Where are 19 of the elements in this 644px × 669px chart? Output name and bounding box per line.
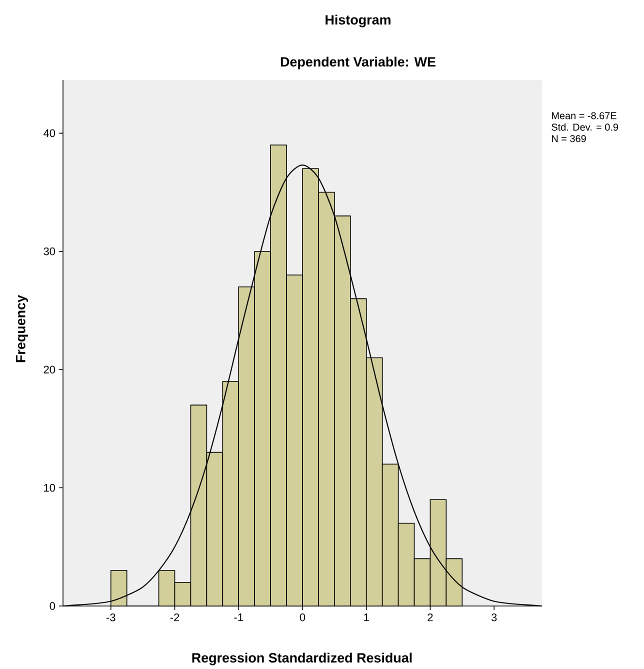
x-tick-label: -3 [106, 614, 116, 622]
text: Std. Dev. = 0.9 [552, 123, 618, 131]
x-tick-label: 1 [364, 614, 369, 622]
x-tick-label: 2 [428, 614, 433, 622]
x-axis-title: Regression Standardized Residual [192, 652, 412, 666]
x-tick-label: -1 [234, 614, 243, 622]
y-tick-label: 30 [44, 248, 56, 256]
y-tick-label: 40 [44, 129, 56, 138]
x-tick-label: -2 [170, 614, 180, 622]
text: N = 369 [552, 135, 586, 142]
x-tick-label: 0 [300, 614, 306, 622]
chart-title: Histogram [326, 14, 390, 28]
y-axis-title: Frequency [16, 295, 28, 362]
y-tick-label: 20 [44, 366, 56, 374]
x-tick-label: 3 [491, 614, 497, 622]
y-tick-label: 10 [44, 484, 56, 492]
text: Mean = -8.67E [552, 112, 616, 120]
chart-subtitle: Dependent Variable: WE [280, 56, 436, 70]
y-tick-label: 0 [50, 602, 56, 610]
